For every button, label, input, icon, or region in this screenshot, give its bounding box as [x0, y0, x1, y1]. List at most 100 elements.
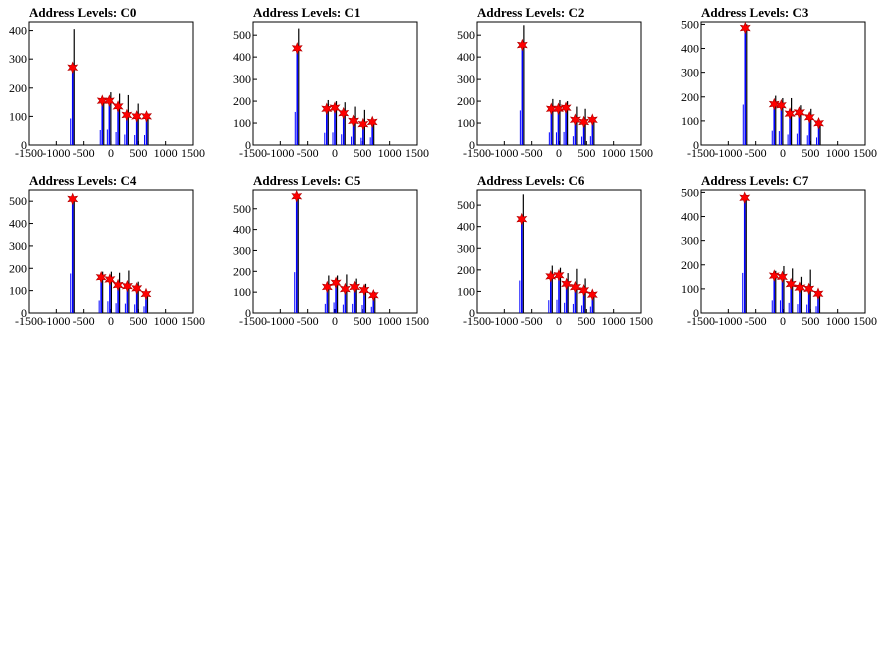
chart-panel-7: Address Levels: C70100200300400500-1500-…: [681, 173, 877, 328]
peak-marker-5: [578, 283, 590, 297]
x-tick-label: 500: [577, 314, 595, 328]
peak-marker-2: [104, 273, 116, 286]
chart-panel-4: Address Levels: C40100200300400500-1500-…: [9, 173, 205, 328]
y-tick-label: 400: [457, 220, 475, 234]
peak-marker-3: [785, 277, 797, 291]
x-tick-label: -1500: [239, 146, 267, 160]
y-tick-label: 200: [457, 263, 475, 277]
y-tick-label: 100: [457, 116, 475, 130]
peak-marker-3: [784, 107, 796, 120]
y-tick-label: 100: [681, 114, 699, 128]
x-tick-label: -1000: [42, 146, 70, 160]
x-tick-label: 500: [129, 314, 147, 328]
y-tick-label: 400: [457, 50, 475, 64]
peak-marker-6: [586, 288, 598, 302]
peak-marker-6: [140, 287, 152, 301]
x-tick-label: 500: [801, 146, 819, 160]
y-tick-label: 0: [245, 306, 251, 320]
x-tick-label: 1500: [181, 314, 205, 328]
x-tick-label: -500: [521, 314, 543, 328]
peak-marker-3: [339, 282, 351, 296]
peak-marker-2: [329, 101, 341, 115]
y-tick-label: 200: [457, 94, 475, 108]
x-tick-label: 1000: [378, 146, 402, 160]
y-tick-label: 300: [681, 234, 699, 248]
x-tick-label: -1500: [687, 146, 715, 160]
chart-panel-0: Address Levels: C0 0 100 200 300 400 -1500 -100…: [9, 5, 205, 160]
x-tick-label: 1500: [853, 314, 877, 328]
chart-title: Address Levels: C0: [29, 5, 136, 20]
y-tick-label: 500: [233, 202, 251, 216]
y-tick-label: 0: [469, 306, 475, 320]
chart-panel-3: Address Levels: C30100200300400500-1500-…: [681, 5, 877, 160]
x-tick-label: 500: [577, 146, 595, 160]
y-tick-label: 300: [681, 66, 699, 80]
x-tick-label: -1500: [687, 314, 715, 328]
peak-marker-0: [291, 190, 303, 203]
y-tick-label: 200: [233, 94, 251, 108]
plot-frame: [252, 189, 418, 314]
x-tick-label: -1000: [714, 314, 742, 328]
x-tick-label: 1500: [405, 146, 429, 160]
peak-marker-2: [553, 268, 565, 282]
y-tick-label: 0: [245, 138, 251, 152]
y-tick-label: 500: [9, 194, 27, 208]
peak-marker-1: [768, 269, 780, 282]
x-tick-label: 500: [801, 314, 819, 328]
peak-marker-2: [103, 94, 115, 108]
y-tick-label: 400: [233, 50, 251, 64]
x-tick-label: -500: [745, 146, 767, 160]
y-tick-label: 400: [9, 24, 27, 38]
y-tick-label: 0: [21, 138, 27, 152]
y-tick-label: 500: [681, 17, 699, 31]
peak-marker-6: [813, 117, 825, 130]
peak-marker-6: [367, 289, 379, 302]
x-tick-label: -1000: [714, 146, 742, 160]
peak-marker-4: [121, 108, 133, 122]
peak-marker-6: [366, 115, 378, 129]
peak-marker-4: [793, 106, 805, 119]
x-tick-label: -1500: [239, 314, 267, 328]
x-tick-label: -1500: [15, 314, 43, 328]
y-tick-label: 300: [457, 241, 475, 255]
y-tick-label: 500: [233, 28, 251, 42]
x-tick-label: -1000: [266, 146, 294, 160]
peak-marker-3: [338, 106, 350, 120]
peak-marker-6: [586, 113, 598, 126]
peak-marker-2: [776, 270, 788, 284]
peak-marker-3: [112, 100, 124, 113]
peak-marker-1: [96, 94, 108, 108]
x-tick-label: 500: [129, 146, 147, 160]
x-tick-label: 0: [780, 314, 786, 328]
y-tick-label: 200: [9, 81, 27, 95]
x-tick-label: 1000: [154, 314, 178, 328]
x-tick-label: -1500: [15, 146, 43, 160]
peak-marker-5: [803, 282, 815, 296]
x-tick-label: -1500: [463, 146, 491, 160]
x-tick-label: -500: [73, 146, 95, 160]
peak-marker-4: [348, 114, 359, 128]
peak-marker-0: [516, 38, 528, 52]
x-tick-label: 0: [332, 314, 338, 328]
peak-marker-3: [560, 101, 572, 115]
x-tick-label: 500: [353, 146, 371, 160]
x-tick-label: 0: [556, 314, 562, 328]
chart-title: Address Levels: C7: [701, 173, 809, 188]
chart-panel-5: Address Levels: C50100200300400500-1500-…: [233, 173, 429, 328]
x-tick-label: 1500: [853, 146, 877, 160]
x-tick-label: 0: [108, 146, 114, 160]
y-tick-label: 300: [233, 243, 251, 257]
x-tick-label: 1000: [378, 314, 402, 328]
y-tick-label: 100: [9, 284, 27, 298]
peak-marker-4: [569, 280, 581, 294]
peak-marker-4: [569, 113, 581, 126]
peak-marker-0: [291, 42, 303, 55]
x-tick-label: -500: [73, 314, 95, 328]
y-tick-label: 400: [9, 217, 27, 231]
y-tick-label: 0: [693, 306, 699, 320]
chart-title: Address Levels: C5: [253, 173, 361, 188]
peak-marker-5: [131, 110, 143, 123]
x-tick-label: 1000: [826, 314, 850, 328]
x-tick-label: 0: [108, 314, 114, 328]
